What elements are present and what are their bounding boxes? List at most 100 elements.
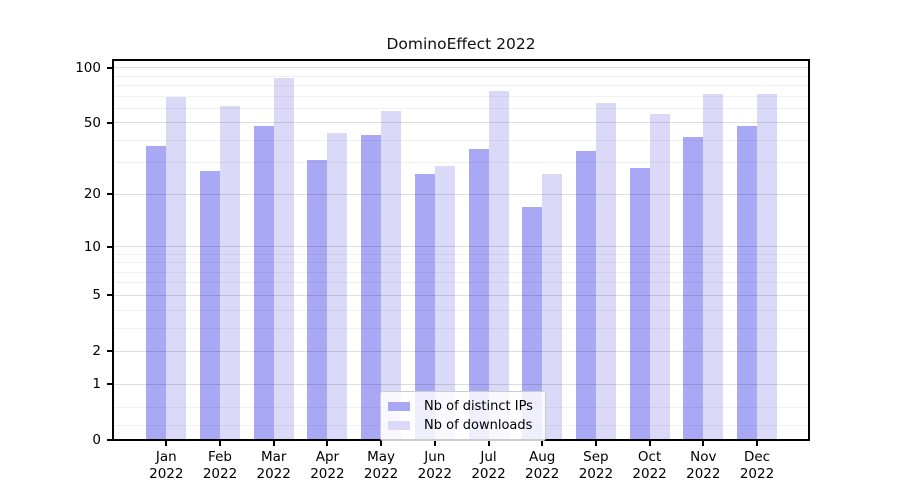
x-tick-mark-mar [272,441,275,446]
x-tick-month: Jul [480,449,497,465]
x-tick-label-mar: Mar 2022 [242,449,306,483]
gridline-y-20 [113,193,809,195]
y-tick-mark-10 [107,245,112,248]
y-tick-label-10: 10 [83,238,101,255]
gridline-y-70 [113,95,809,97]
x-tick-mark-aug [541,441,544,446]
legend-swatch [388,402,410,411]
x-tick-label-feb: Feb 2022 [188,449,252,483]
x-tick-month: Feb [208,449,232,465]
legend-swatch [388,421,410,430]
bar-downloads-feb [220,105,240,440]
chart-title: DominoEffect 2022 [386,35,536,53]
bar-downloads-jan [166,97,187,440]
y-tick-mark-2 [107,350,112,353]
bar-downloads-sep [595,103,616,440]
x-tick-year: 2022 [686,466,721,482]
bar-downloads-nov [703,93,724,440]
bar-downloads-mar [273,77,294,440]
x-tick-mark-feb [219,441,221,446]
y-tick-label-5: 5 [92,287,101,304]
gridline-y-4 [113,309,809,311]
x-tick-year: 2022 [202,466,238,482]
gridline-y-30 [113,162,809,164]
x-tick-year: 2022 [363,466,399,482]
y-tick-mark-100 [107,66,112,69]
gridline-y-3 [113,327,809,329]
bar-distinct-ips-aug [522,206,543,440]
bar-distinct-ips-apr [307,160,328,440]
x-tick-month: Jan [155,449,177,465]
gridline-y-100 [113,67,809,69]
bar-downloads-may [381,110,402,440]
x-tick-mark-nov [702,441,705,446]
y-tick-label-2: 2 [92,343,101,360]
gridline-y-9 [113,253,809,255]
x-tick-label-nov: Nov 2022 [671,449,735,483]
bar-downloads-jul [488,90,509,440]
x-tick-mark-oct [648,441,651,446]
x-tick-year: 2022 [739,466,775,482]
gridline-y-50 [113,122,809,124]
bar-distinct-ips-sep [575,150,596,440]
x-tick-mark-jul [487,441,490,446]
bar-downloads-dec [757,93,777,440]
gridline-y-7 [113,271,809,273]
plot-area [113,60,809,440]
x-tick-mark-apr [326,441,329,446]
x-tick-label-jan: Jan 2022 [134,449,198,483]
bar-distinct-ips-jan [146,146,167,440]
bar-distinct-ips-nov [683,136,704,440]
x-tick-year: 2022 [310,466,345,482]
y-tick-label-0: 0 [92,432,101,448]
x-tick-label-sep: Sep 2022 [564,449,628,483]
x-tick-month: Mar [260,449,287,465]
x-tick-mark-may [380,441,383,446]
x-tick-label-jul: Jul 2022 [457,449,521,483]
y-tick-label-1: 1 [92,376,101,393]
legend-item: Nb of distinct IPs [388,397,537,416]
x-tick-month: Sep [583,449,609,465]
gridline-y-8 [113,262,809,264]
legend-label: Nb of downloads [424,418,533,433]
bar-downloads-jun [434,165,455,440]
x-tick-label-oct: Oct 2022 [618,449,682,483]
gridline-y-5 [113,294,809,296]
x-tick-year: 2022 [632,466,667,482]
legend-label: Nb of distinct IPs [424,399,533,414]
legend: Nb of distinct IPs Nb of downloads [380,391,546,441]
y-tick-label-100: 100 [75,59,101,76]
gridline-y-2 [113,350,809,352]
x-tick-year: 2022 [578,466,614,482]
gridline-y-10 [113,246,809,248]
x-tick-mark-jan [165,441,168,446]
bar-distinct-ips-may [361,134,382,440]
y-tick-mark-0 [107,439,112,441]
x-tick-month: Oct [637,449,662,465]
x-tick-year: 2022 [149,466,184,482]
y-tick-label-50: 50 [83,114,101,131]
x-tick-month: May [367,449,396,465]
bar-downloads-apr [327,132,348,440]
bar-distinct-ips-oct [629,168,650,440]
x-tick-month: Nov [690,449,717,465]
gridline-y-40 [113,139,809,141]
x-tick-mark-sep [594,441,597,446]
gridline-y-80 [113,84,809,86]
x-tick-month: Dec [743,449,771,465]
x-tick-mark-jun [433,441,436,446]
gridline-y-1 [113,383,809,385]
bar-downloads-oct [649,113,670,440]
y-tick-mark-5 [107,294,112,297]
bar-distinct-ips-dec [737,125,757,440]
y-tick-label-20: 20 [83,186,101,203]
gridline-y-60 [113,107,809,109]
legend-item: Nb of downloads [388,416,537,435]
gridline-y-6 [113,282,809,284]
x-tick-label-apr: Apr 2022 [295,449,359,483]
gridline-y-90 [113,75,809,77]
x-tick-label-aug: Aug 2022 [510,449,574,483]
x-tick-month: Aug [529,449,556,465]
y-tick-mark-20 [107,193,112,196]
